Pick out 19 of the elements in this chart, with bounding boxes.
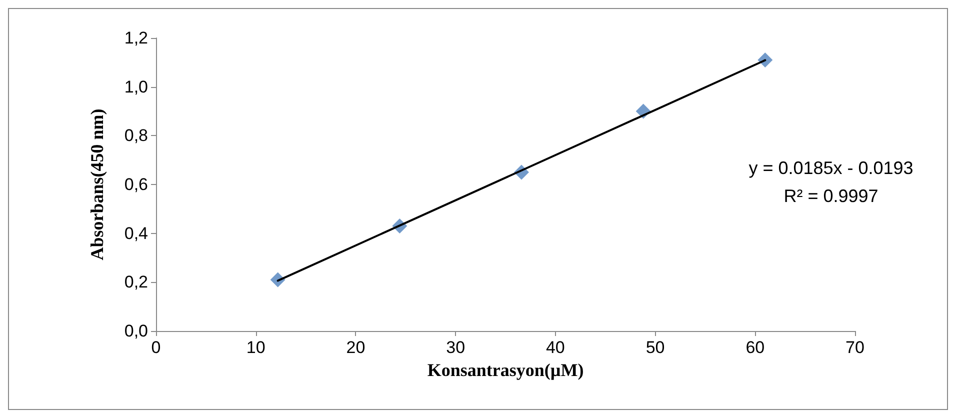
y-tick-label: 0,0 bbox=[124, 322, 148, 340]
annotation: y = 0.0185x - 0.0193 bbox=[748, 158, 914, 178]
y-tick-label: 0,2 bbox=[124, 272, 148, 292]
x-tick-label: 70 bbox=[846, 338, 864, 357]
y-tick-label: 0,8 bbox=[124, 126, 148, 146]
x-tick-label: 0 bbox=[151, 338, 161, 357]
y-axis-title: Absorbans(450 nm) bbox=[87, 108, 107, 260]
y-tick-label: 1,0 bbox=[124, 77, 148, 96]
x-tick-label: 20 bbox=[346, 338, 366, 357]
y-tick-label: 0,6 bbox=[124, 175, 148, 194]
x-tick-label: 10 bbox=[246, 338, 266, 357]
y-tick-label: 1,2 bbox=[124, 28, 148, 48]
x-tick-label: 40 bbox=[546, 338, 565, 357]
x-tick-label: 30 bbox=[446, 338, 466, 357]
y-tick-label: 0,4 bbox=[124, 224, 148, 243]
x-tick-label: 60 bbox=[746, 338, 765, 357]
x-tick-label: 50 bbox=[646, 338, 665, 357]
x-axis-title: Konsantrasyon(µM) bbox=[427, 360, 584, 380]
annotation: R² = 0.9997 bbox=[784, 186, 878, 206]
